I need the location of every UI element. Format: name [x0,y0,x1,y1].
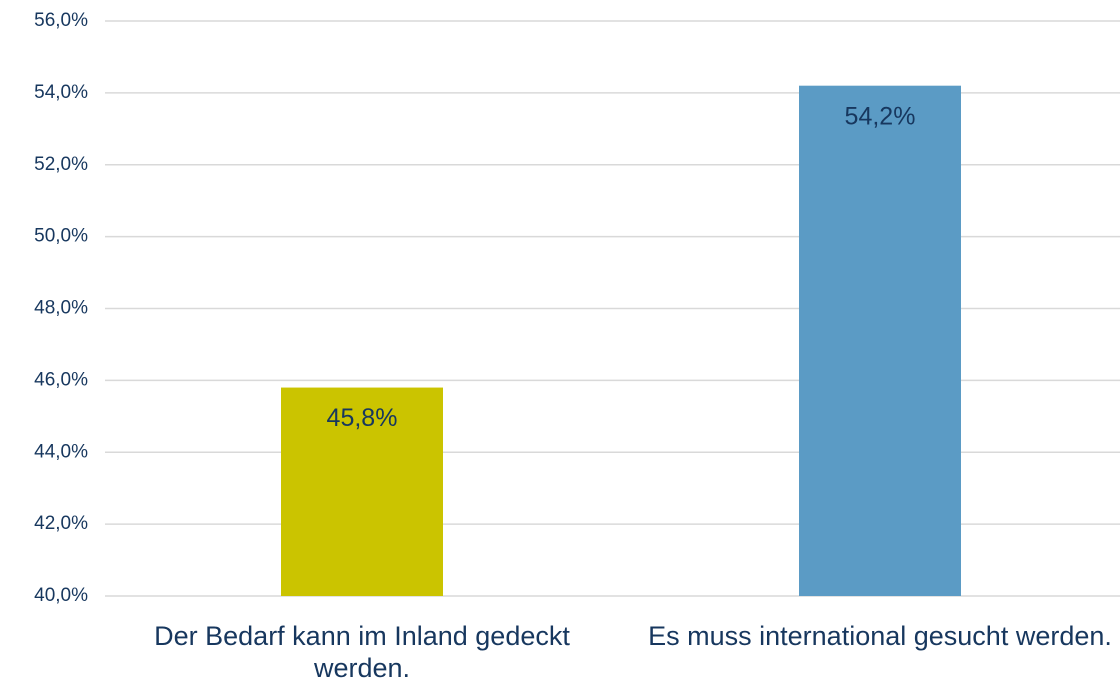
data-label: 54,2% [845,102,916,130]
bar [281,387,443,596]
data-label: 45,8% [327,404,398,432]
x-tick-label: Der Bedarf kann im Inland gedeckt werden… [154,621,570,683]
y-tick-label: 50,0% [34,226,88,247]
y-tick-label: 46,0% [34,369,88,390]
y-tick-label: 44,0% [34,441,88,462]
y-tick-label: 42,0% [34,513,88,534]
y-tick-label: 40,0% [34,585,88,606]
y-tick-label: 56,0% [34,10,88,31]
y-tick-label: 52,0% [34,154,88,175]
x-tick-label: Es muss international gesucht werden. [648,621,1112,651]
y-tick-label: 54,0% [34,82,88,103]
y-tick-label: 48,0% [34,298,88,319]
bar [799,85,961,596]
